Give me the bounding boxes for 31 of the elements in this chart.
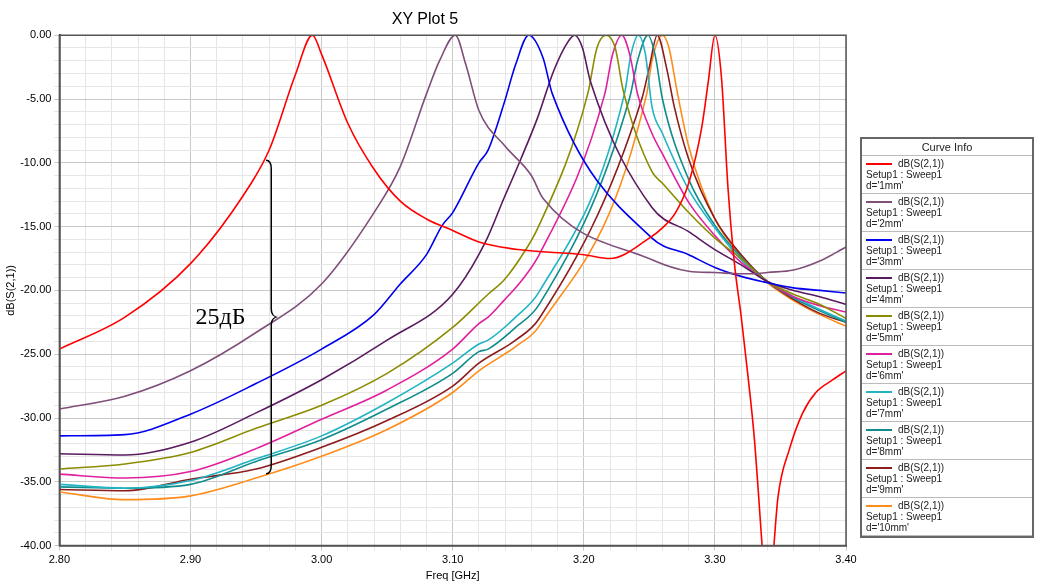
legend-label: dB(S(2,1)) Setup1 : Sweep1 d='8mm' <box>862 422 1032 460</box>
chart-title: XY Plot 5 <box>391 10 459 28</box>
y-tick-label: -5.00 <box>26 92 52 105</box>
x-tick-label: 3.00 <box>310 553 333 566</box>
legend-label: dB(S(2,1)) Setup1 : Sweep1 d='4mm' <box>862 270 1032 308</box>
y-axis-title: dB(S(2,1)) <box>3 265 16 316</box>
legend-label: dB(S(2,1)) Setup1 : Sweep1 d='2mm' <box>862 194 1032 232</box>
x-tick-label: 2.90 <box>179 553 202 566</box>
legend-label: dB(S(2,1)) Setup1 : Sweep1 d='3mm' <box>862 232 1032 270</box>
y-tick-label: -35.00 <box>20 474 52 487</box>
x-tick-label: 2.80 <box>48 553 71 566</box>
legend-label: dB(S(2,1)) Setup1 : Sweep1 d='5mm' <box>862 308 1032 346</box>
y-tick-label: -30.00 <box>20 411 52 424</box>
legend-label: dB(S(2,1)) Setup1 : Sweep1 d='6mm' <box>862 346 1032 384</box>
y-tick-label: -40.00 <box>20 538 52 551</box>
legend-title: Curve Info <box>862 139 1032 156</box>
x-axis-title: Freq [GHz] <box>425 569 480 582</box>
x-tick-label: 3.40 <box>835 553 857 566</box>
annotation: 25дБ <box>195 302 246 329</box>
legend-label: dB(S(2,1)) Setup1 : Sweep1 d='10mm' <box>862 498 1032 536</box>
legend-label: dB(S(2,1)) Setup1 : Sweep1 d='7mm' <box>862 384 1032 422</box>
legend-label: dB(S(2,1)) Setup1 : Sweep1 d='1mm' <box>862 156 1032 194</box>
legend-label: dB(S(2,1)) Setup1 : Sweep1 d='9mm' <box>862 460 1032 498</box>
y-tick-label: -20.00 <box>20 283 52 296</box>
y-tick-label: -10.00 <box>20 155 52 168</box>
x-tick-label: 3.30 <box>704 553 726 566</box>
x-tick-label: 3.10 <box>441 553 464 566</box>
y-tick-label: 0.00 <box>29 28 52 41</box>
y-tick-label: -15.00 <box>20 219 52 232</box>
x-tick-label: 3.20 <box>573 553 595 566</box>
y-tick-label: -25.00 <box>20 347 52 360</box>
